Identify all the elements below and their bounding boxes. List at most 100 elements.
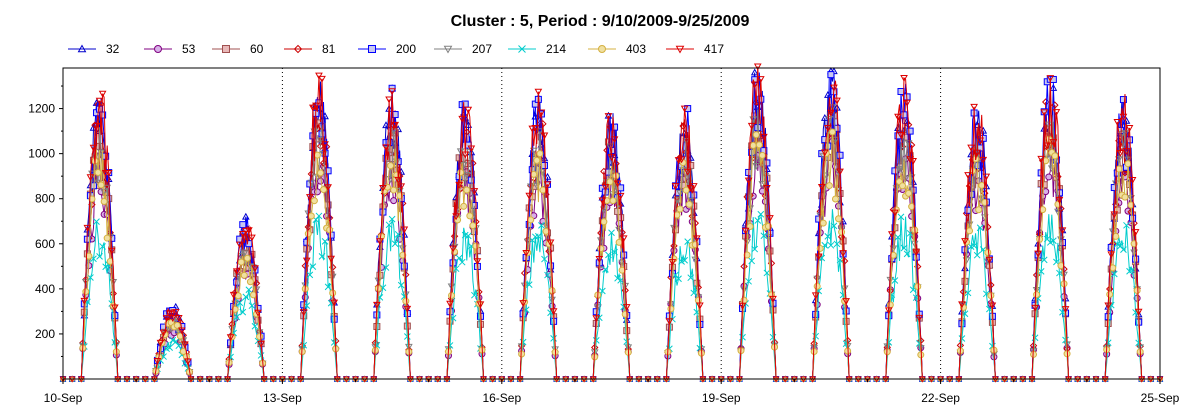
legend-item-214: 214 [508,42,566,56]
data-point [550,335,557,342]
data-point [824,233,832,240]
data-point [95,97,104,105]
x-tick-label: 10-Sep [44,391,83,405]
data-point [382,264,390,271]
data-point [227,353,234,361]
data-point [766,215,774,223]
data-point [257,352,265,359]
data-point [739,333,746,341]
data-point [93,218,100,225]
data-point [233,313,241,321]
data-point [547,309,554,317]
data-point [744,177,753,185]
data-point [544,271,551,279]
data-point [763,269,771,277]
data-point [740,296,748,304]
data-point [979,156,988,164]
data-point [1121,169,1129,177]
data-point [403,333,411,340]
data-point [103,234,111,242]
data-point [900,74,908,82]
data-point [540,132,549,140]
data-point [455,181,463,189]
data-point [836,168,844,176]
data-point [1104,302,1113,310]
data-point [534,88,543,96]
legend-item-60: 60 [212,42,264,56]
legend-marker [77,44,87,53]
data-point [162,315,171,323]
legend-item-417: 417 [666,42,724,56]
data-point [970,242,978,250]
data-point [668,259,677,267]
data-point [153,358,162,365]
data-point [240,271,248,279]
data-point [1113,118,1122,126]
legend-label: 207 [472,42,492,56]
data-point [330,339,338,346]
data-point [156,339,165,347]
data-point [307,179,316,187]
data-point [1047,165,1056,173]
data-point [321,141,329,149]
legend-label: 403 [626,42,646,56]
data-point [831,136,840,144]
data-point [1032,287,1041,294]
data-point [694,296,702,304]
data-point [817,184,826,191]
data-point [257,340,265,348]
data-point [1031,304,1039,312]
data-point [753,63,762,71]
data-point [750,68,759,76]
data-point [738,302,747,310]
data-point [692,235,701,243]
data-point [1127,201,1135,209]
data-point [904,140,913,148]
data-point [1128,176,1137,184]
series-line-200 [63,70,1160,380]
data-point [1052,109,1061,117]
data-point [671,183,680,191]
data-point [756,76,765,84]
legend-item-32: 32 [68,42,120,56]
data-point [752,163,761,170]
data-point [1106,290,1114,298]
data-point [831,195,839,203]
data-point [168,315,177,322]
data-point [680,105,689,113]
data-point [96,253,103,260]
data-point [467,145,476,153]
data-point [231,300,240,308]
data-point [760,232,768,240]
data-point [306,271,314,279]
data-point [315,212,323,220]
data-point [985,256,994,264]
chart-title: Cluster : 5, Period : 9/10/2009-9/25/200… [451,13,750,30]
data-point [1127,195,1135,203]
y-tick-label: 1200 [28,102,55,116]
data-point [535,232,542,240]
data-point [239,221,247,229]
data-point [686,185,695,193]
data-point [537,109,546,117]
data-point [538,221,545,229]
data-point [761,192,770,200]
data-point [527,216,535,224]
data-point [839,250,847,258]
legend-marker [518,45,526,53]
data-point [1044,121,1053,129]
data-point [811,292,820,300]
data-point [82,288,90,296]
data-point [1107,251,1116,259]
data-point [984,249,992,257]
data-point [446,300,454,308]
data-point [1123,221,1130,229]
x-tick-label: 13-Sep [263,391,302,405]
data-point [741,227,750,235]
data-point [685,200,693,208]
data-point [240,250,249,258]
data-point [884,307,893,315]
data-point [615,238,623,246]
data-point [622,304,631,312]
